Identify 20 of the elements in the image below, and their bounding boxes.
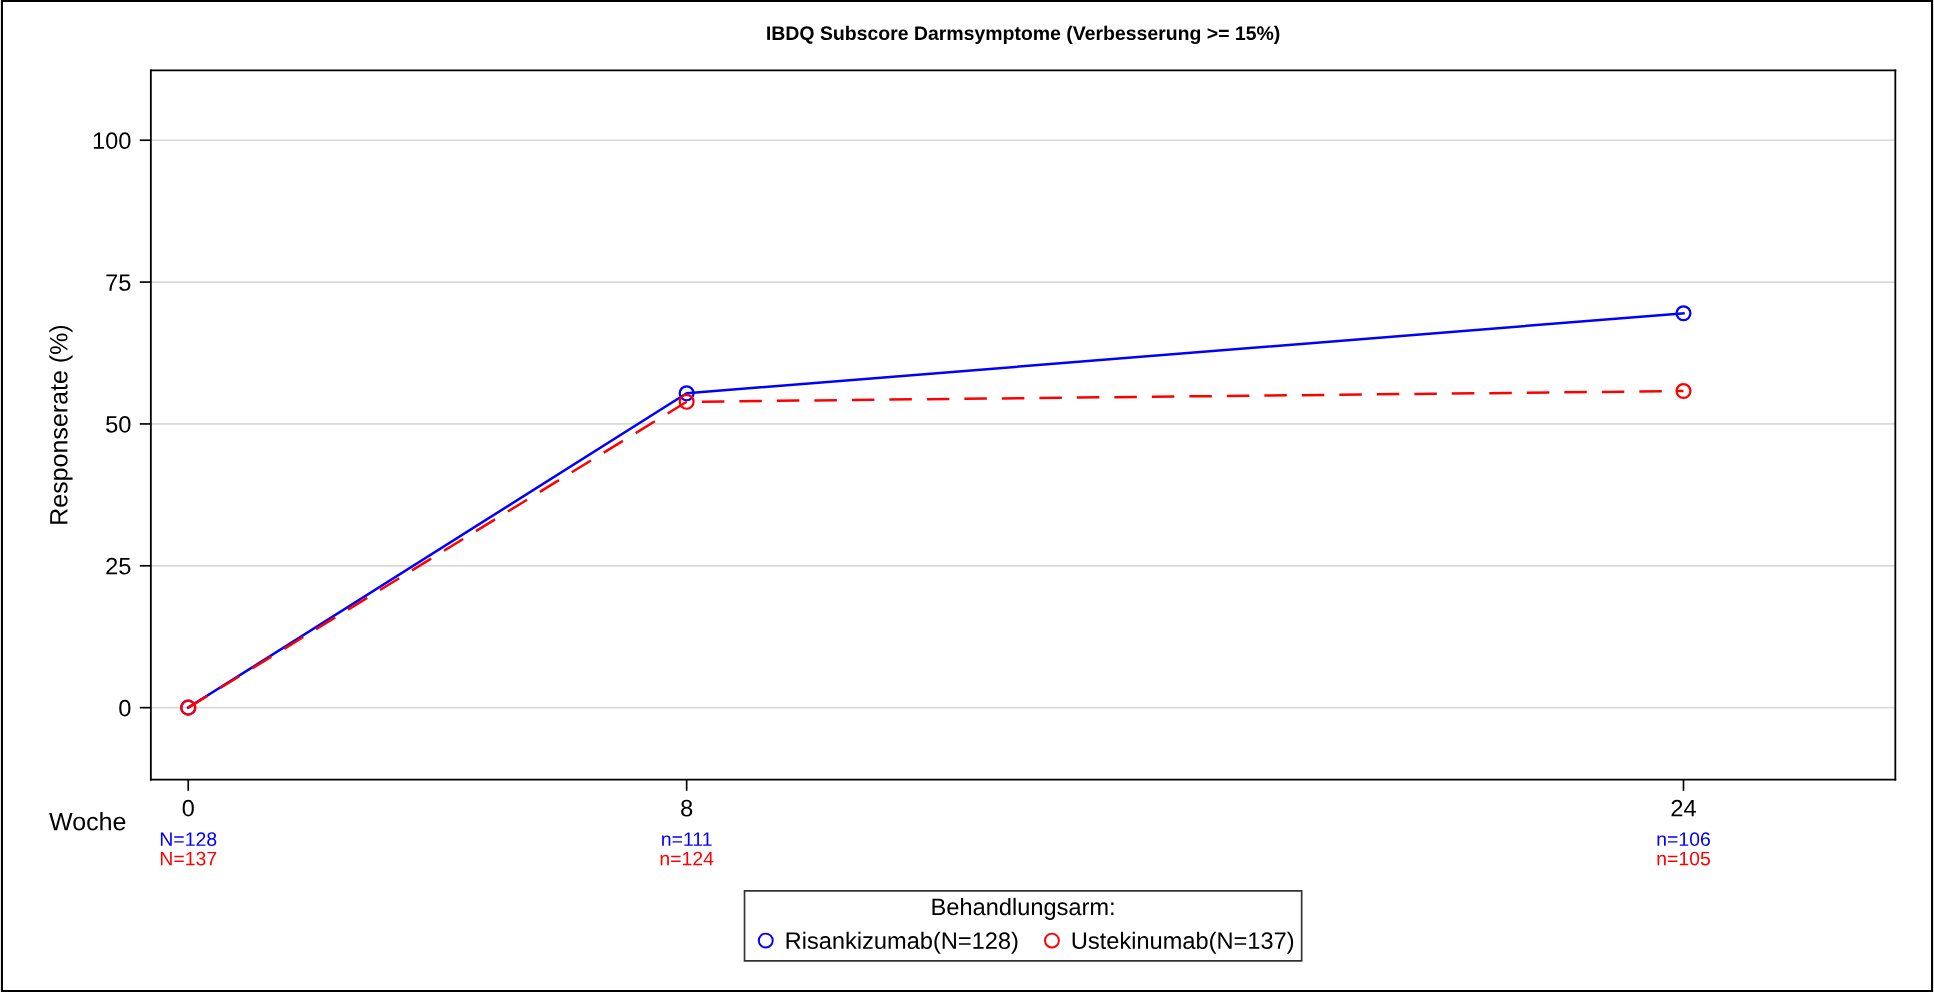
y-axis-title: Responserate (%) [49, 325, 73, 524]
legend-label: Ustekinumab(N=137) [1072, 931, 1294, 954]
text: n=106 [1657, 832, 1710, 847]
text: N=128 [160, 832, 217, 847]
x-tick-label: 8 [681, 799, 693, 817]
y-tick-label: 0 [119, 699, 131, 717]
legend-label: Risankizumab(N=128) [786, 931, 1018, 954]
text: N=137 [160, 851, 217, 866]
text: n=124 [660, 851, 714, 866]
text: n=105 [1657, 851, 1710, 866]
x-axis-title: Woche [49, 812, 126, 831]
legend-title: Behandlungsarm: [932, 897, 1114, 920]
y-tick-label: 75 [106, 274, 131, 291]
chart-title: IBDQ Subscore Darmsymptome (Verbesserung >= 15%) [767, 25, 1280, 44]
y-tick-label: 25 [106, 557, 131, 575]
text: n=111 [662, 832, 712, 846]
y-tick-label: 50 [106, 416, 131, 433]
y-tick-label: 100 [93, 132, 131, 150]
x-tick-label: 24 [1671, 799, 1696, 817]
x-tick-label: 0 [182, 799, 194, 817]
